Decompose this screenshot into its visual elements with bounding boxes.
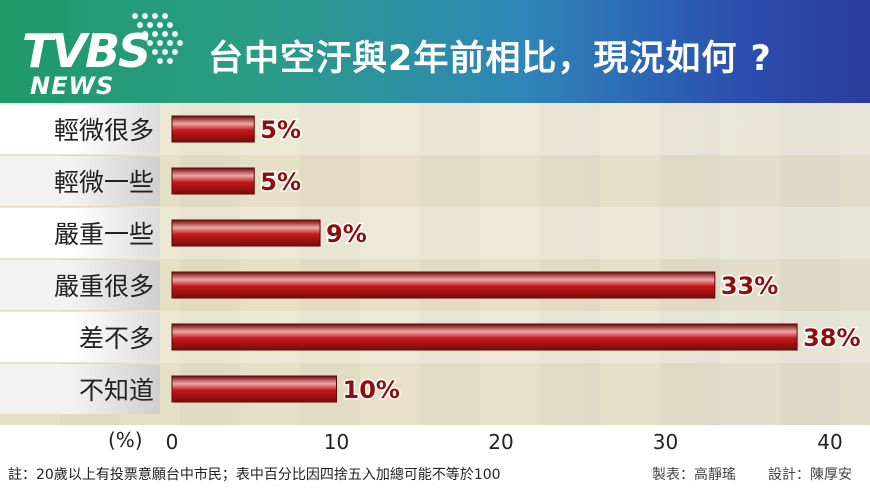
- bar: [171, 167, 255, 195]
- value-label: 9%: [326, 220, 367, 248]
- x-tick-label: 40: [817, 430, 842, 454]
- credit-maker: 製表：高靜瑤: [652, 467, 736, 483]
- category-label: 輕微很多: [0, 104, 160, 154]
- tvbs-logo: TVBS NEWS: [22, 10, 192, 100]
- bar: [171, 375, 337, 403]
- value-label: 10%: [343, 376, 400, 404]
- category-label: 差不多: [0, 312, 160, 362]
- category-label: 嚴重一些: [0, 208, 160, 258]
- value-label: 5%: [260, 116, 301, 144]
- bar: [171, 271, 716, 299]
- credit-designer: 設計：陳厚安: [768, 467, 852, 483]
- x-tick-label: 0: [166, 430, 179, 454]
- header-banner: TVBS NEWS 台中空汙與2年前相比，現況如何 ?: [0, 0, 870, 103]
- x-axis-strip: [0, 425, 870, 458]
- footer: [0, 458, 870, 489]
- bar: [171, 323, 798, 351]
- value-label: 33%: [721, 272, 778, 300]
- x-tick-label: 10: [324, 430, 349, 454]
- chart-title: 台中空汙與2年前相比，現況如何 ?: [208, 39, 772, 79]
- x-axis: 0 10 20 30 40: [166, 430, 843, 454]
- x-tick-label: 20: [488, 430, 513, 454]
- category-label: 不知道: [0, 364, 160, 414]
- logo-sub-text: NEWS: [30, 72, 115, 100]
- bar-chart: 5% 5% 9% 33% 38% 10%: [171, 115, 862, 406]
- bar: [171, 219, 321, 247]
- footnote: 註：20歲以上有投票意願台中市民；表中百分比因四捨五入加總可能不等於100: [8, 467, 501, 483]
- category-label: 輕微一些: [0, 156, 160, 206]
- bar: [171, 115, 255, 143]
- logo-main-text: TVBS: [22, 24, 151, 78]
- category-label: 嚴重很多: [0, 260, 160, 310]
- x-axis-label: (%): [108, 428, 143, 452]
- value-label: 5%: [260, 168, 301, 196]
- logo-dots-icon: [132, 13, 183, 64]
- x-tick-label: 30: [653, 430, 678, 454]
- value-label: 38%: [803, 324, 860, 352]
